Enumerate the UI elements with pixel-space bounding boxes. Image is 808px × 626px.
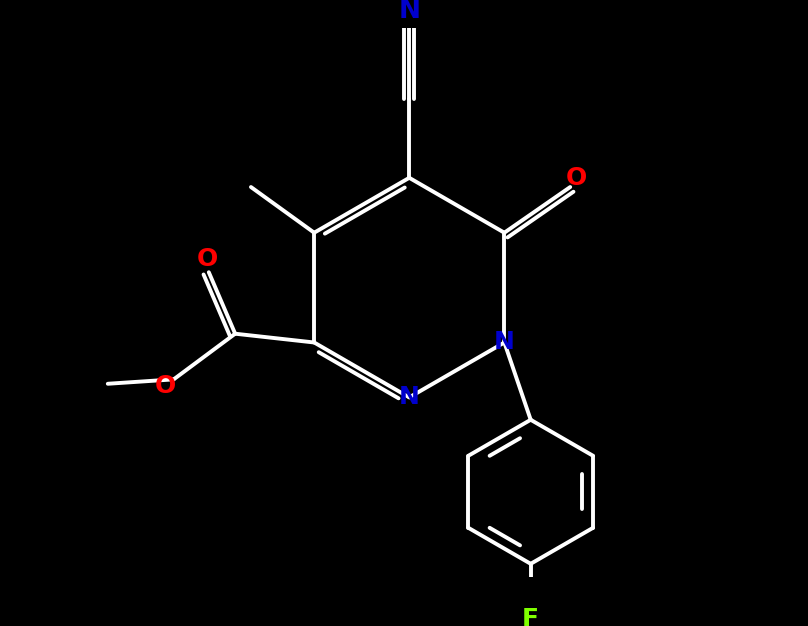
Text: N: N [494, 331, 515, 354]
Text: N: N [399, 386, 419, 409]
Text: F: F [522, 607, 539, 626]
Text: O: O [196, 247, 217, 271]
Text: O: O [154, 374, 175, 398]
Text: N: N [398, 0, 420, 24]
Text: O: O [566, 167, 587, 190]
